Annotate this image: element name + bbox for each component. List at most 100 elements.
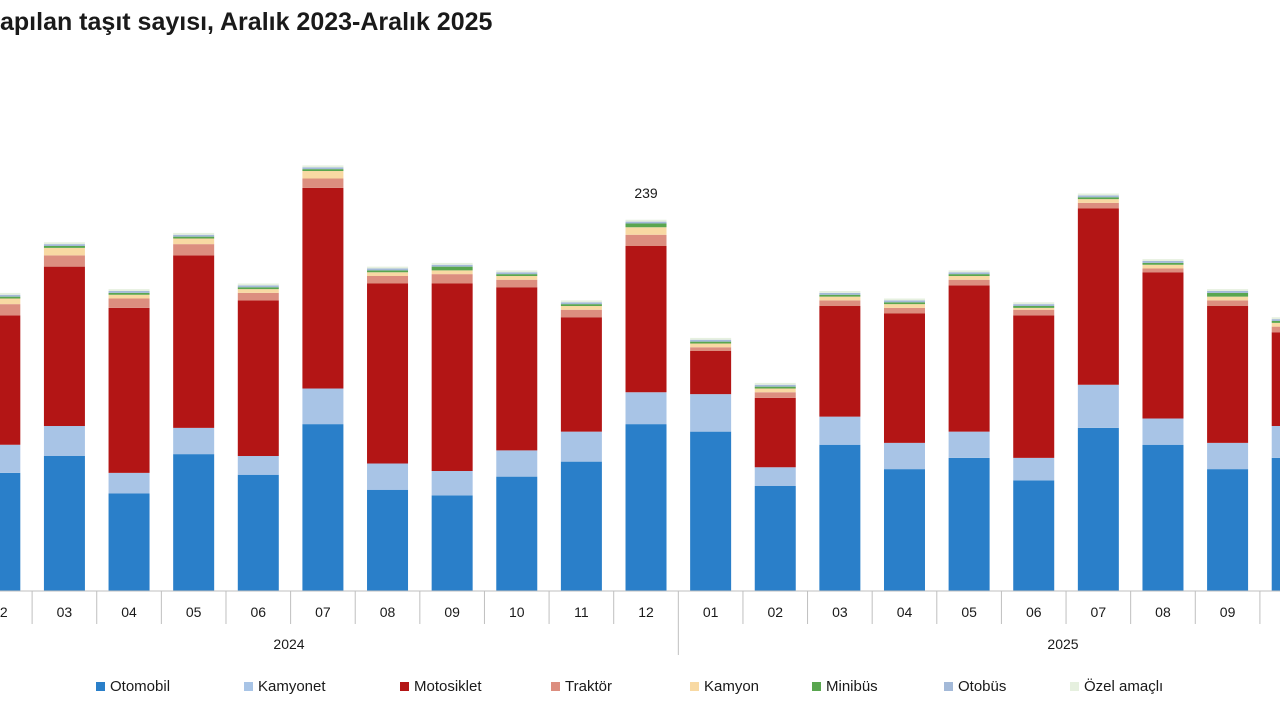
bar-segment-özel-amaçlı-13	[819, 291, 861, 293]
bar-segment-traktör-1	[43, 255, 85, 267]
chart-title: apılan taşıt sayısı, Aralık 2023-Aralık …	[0, 8, 493, 36]
bar-segment-kamyonet-1	[43, 426, 85, 456]
bar-segment-otomobil-12	[754, 486, 796, 591]
bar-segment-traktör-13	[819, 300, 861, 307]
bar-segment-motosiklet-6	[367, 283, 409, 464]
bar-segment-motosiklet-19	[1207, 306, 1249, 443]
bar-segment-otobüs-17	[1077, 195, 1119, 198]
bar-segment-kamyonet-15	[948, 431, 990, 458]
bar-segment-özel-amaçlı-6	[367, 266, 409, 269]
bar-segment-motosiklet-13	[819, 306, 861, 417]
bar-segment-minibüs-6	[367, 270, 409, 273]
bar-segment-traktör-17	[1077, 202, 1119, 209]
bar-segment-otomobil-16	[1013, 480, 1055, 592]
bar-segment-özel-amaçlı-19	[1207, 289, 1249, 292]
bar-segment-kamyonet-12	[754, 467, 796, 486]
x-tick-label: 06	[1026, 604, 1042, 620]
bar-segment-kamyon-18	[1142, 264, 1184, 269]
bar-segment-kamyonet-9	[560, 431, 602, 462]
bar-segment-traktör-10	[625, 234, 667, 246]
x-tick-label: 09	[444, 604, 460, 620]
bar-segment-kamyon-3	[173, 238, 215, 245]
bar-segment-motosiklet-11	[690, 351, 732, 395]
legend-swatch	[690, 681, 699, 691]
bar-segment-otomobil-18	[1142, 444, 1184, 591]
bar-segment-özel-amaçlı-18	[1142, 259, 1184, 262]
bar-segment-otomobil-7	[431, 495, 473, 592]
bar-segment-minibüs-5	[302, 169, 344, 172]
bar-segment-özel-amaçlı-8	[496, 270, 538, 273]
bar-segment-minibüs-20	[1271, 321, 1280, 323]
bar-segment-özel-amaçlı-14	[883, 298, 925, 301]
legend-label: Motosiklet	[414, 677, 482, 695]
bar-segment-kamyon-19	[1207, 296, 1249, 301]
bar-segment-otobüs-20	[1271, 319, 1280, 322]
bar-segment-traktör-12	[754, 392, 796, 398]
x-tick-label: 05	[186, 604, 202, 620]
bar-segment-traktör-4	[237, 292, 279, 301]
bar-segment-otobüs-10	[625, 221, 667, 224]
legend-swatch	[551, 681, 560, 691]
legend-swatch	[1070, 681, 1079, 691]
bar-segment-traktör-19	[1207, 300, 1249, 307]
x-tick-label: 12	[638, 604, 654, 620]
bar-segment-otobüs-5	[302, 167, 344, 170]
bar-segment-otomobil-20	[1271, 457, 1280, 592]
bar-segment-kamyonet-8	[496, 450, 538, 477]
bar-segment-motosiklet-2	[108, 307, 150, 473]
bar-segment-özel-amaçlı-17	[1077, 193, 1119, 196]
bar-segment-motosiklet-12	[754, 397, 796, 468]
bar-segment-motosiklet-0	[0, 315, 21, 445]
x-tick-label: 04	[897, 604, 913, 620]
bar-segment-otomobil-11	[690, 431, 732, 592]
bar-segment-kamyonet-2	[108, 472, 150, 494]
bar-segment-kamyonet-14	[883, 442, 925, 470]
legend-swatch	[400, 681, 409, 691]
bar-segment-kamyon-6	[367, 272, 409, 276]
bar-segment-otobüs-6	[367, 268, 409, 271]
bar-segment-kamyon-17	[1077, 199, 1119, 203]
bar-segment-motosiklet-4	[237, 300, 279, 457]
bar-segment-minibüs-17	[1077, 197, 1119, 200]
bar-segment-kamyonet-13	[819, 416, 861, 445]
legend-item-kamyonet: Kamyonet	[244, 676, 326, 696]
bar-segment-otomobil-3	[173, 454, 215, 592]
bar-segment-kamyonet-17	[1077, 384, 1119, 428]
bar-segment-kamyonet-7	[431, 471, 473, 496]
bar-segment-kamyon-15	[948, 276, 990, 280]
bar-segment-traktör-14	[883, 307, 925, 314]
bar-segment-kamyon-0	[0, 298, 21, 305]
legend-item-motosiklet: Motosiklet	[400, 676, 482, 696]
bar-segment-özel-amaçlı-11	[690, 337, 732, 340]
bar-segment-özel-amaçlı-4	[237, 283, 279, 286]
bar-segment-kamyonet-0	[0, 444, 21, 473]
bar-segment-kamyon-12	[754, 388, 796, 393]
bar-segment-motosiklet-7	[431, 283, 473, 471]
bar-segment-otobüs-0	[0, 294, 21, 297]
year-group-label: 2025	[1047, 636, 1078, 652]
bar-segment-otomobil-13	[819, 444, 861, 591]
bar-segment-otomobil-10	[625, 424, 667, 592]
x-tick-label: 02	[0, 604, 8, 620]
bar-segment-otobüs-11	[690, 339, 732, 342]
legend-item-traktör: Traktör	[551, 676, 612, 696]
bar-segment-kamyon-5	[302, 171, 344, 179]
bar-segment-kamyonet-20	[1271, 426, 1280, 458]
x-tick-label: 11	[574, 604, 589, 620]
bar-segment-motosiklet-8	[496, 287, 538, 451]
bar-segment-minibüs-13	[819, 294, 861, 297]
bar-segment-özel-amaçlı-2	[108, 289, 150, 292]
bar-segment-kamyonet-16	[1013, 457, 1055, 481]
legend-item-otomobil: Otomobil	[96, 676, 170, 696]
legend-swatch	[244, 681, 253, 691]
bars-layer	[0, 165, 1280, 592]
bar-segment-kamyon-8	[496, 276, 538, 280]
x-tick-label: 03	[832, 604, 848, 620]
bar-segment-özel-amaçlı-5	[302, 165, 344, 168]
bar-segment-motosiklet-10	[625, 246, 667, 393]
bar-segment-minibüs-2	[108, 292, 150, 295]
x-tick-label: 07	[1091, 604, 1107, 620]
bar-segment-motosiklet-16	[1013, 315, 1055, 458]
bar-segment-kamyon-7	[431, 270, 473, 275]
